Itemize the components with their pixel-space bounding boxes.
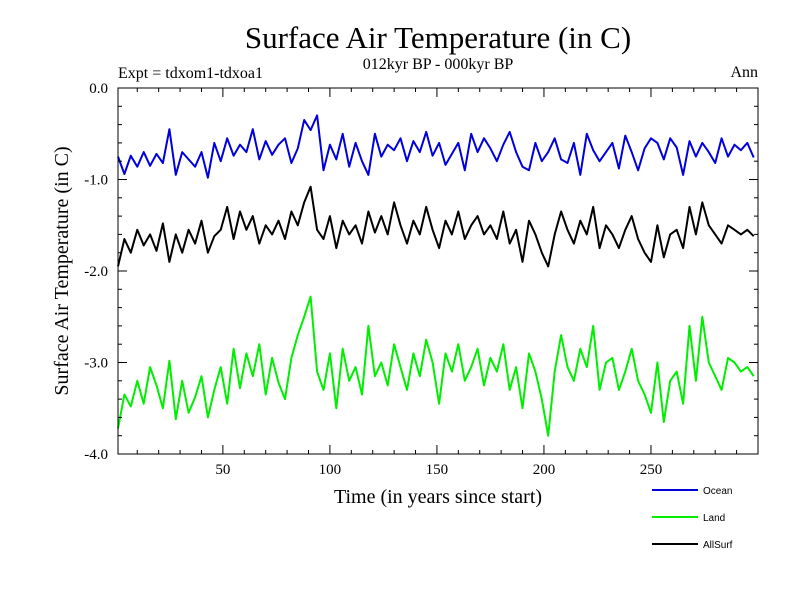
series-layer	[117, 114, 755, 437]
plot-frame	[117, 87, 759, 455]
tick-layer: 50 100 150 200 250 0.0 -1.0 -2.0 -3.0 -4.0	[84, 81, 758, 478]
x-tick-label: 250	[640, 462, 663, 478]
series-line-ocean	[117, 114, 755, 179]
season-label: Ann	[730, 64, 758, 81]
legend-label-allsurf: AllSurf	[703, 540, 733, 551]
legend: Ocean Land AllSurf	[652, 486, 733, 551]
x-tick-label: 200	[533, 462, 556, 478]
y-tick-label: -3.0	[84, 356, 108, 372]
y-tick-label: 0.0	[89, 81, 108, 97]
x-tick-label: 150	[426, 462, 449, 478]
experiment-label: Expt = tdxom1-tdxoa1	[118, 65, 263, 82]
y-axis-label: Surface Air Temperature (in C)	[51, 146, 73, 395]
chart-title: Surface Air Temperature (in C)	[245, 20, 631, 55]
x-axis-label: Time (in years since start)	[334, 486, 542, 508]
x-tick-label: 50	[215, 462, 230, 478]
legend-label-land: Land	[703, 513, 725, 524]
y-tick-label: -1.0	[84, 173, 108, 189]
series-line-land	[117, 295, 755, 437]
y-tick-label: -2.0	[84, 264, 108, 280]
y-tick-label: -4.0	[84, 447, 108, 463]
series-line-allsurf	[117, 185, 755, 268]
x-tick-label: 100	[319, 462, 342, 478]
legend-label-ocean: Ocean	[703, 486, 732, 497]
chart-subtitle: 012kyr BP - 000kyr BP	[363, 56, 514, 73]
